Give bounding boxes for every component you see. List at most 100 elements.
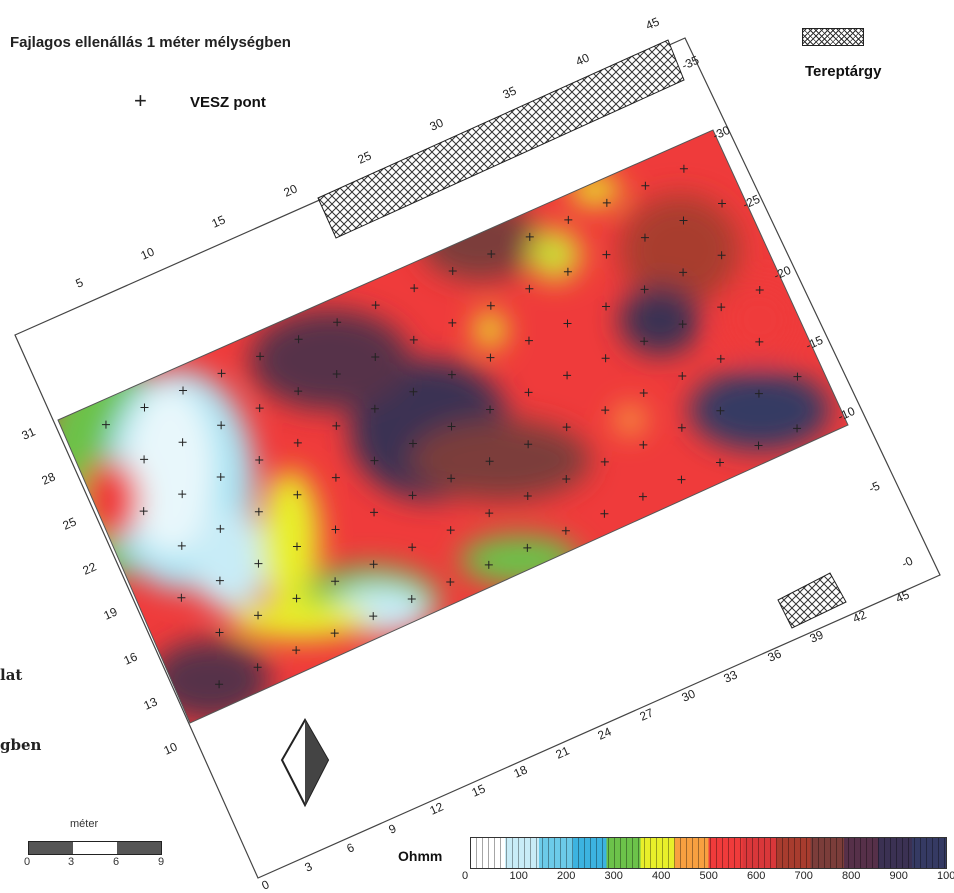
axis-right-tick: -5 [867, 478, 883, 495]
axis-bottom-tick: 21 [554, 743, 572, 761]
vesz-point-icon [140, 455, 149, 464]
vesz-point-icon [331, 525, 340, 534]
vesz-point-icon [446, 577, 455, 586]
vesz-points [101, 164, 802, 689]
colorbar-tick: 800 [842, 870, 861, 882]
vesz-point-icon [410, 284, 419, 293]
vesz-point-icon [217, 369, 226, 378]
north-arrow-icon [280, 717, 330, 808]
axis-left-tick: 28 [40, 469, 58, 487]
colorbar-tick: 200 [557, 870, 576, 882]
vesz-point-icon [408, 439, 417, 448]
axis-top-tick: 35 [501, 83, 519, 101]
vesz-point-icon [447, 474, 456, 483]
vesz-point-icon [486, 405, 495, 414]
vesz-point-icon [332, 370, 341, 379]
axis-bottom-tick: 3 [303, 859, 315, 875]
vesz-point-icon [215, 628, 224, 637]
vesz-point-icon [409, 335, 418, 344]
axis-left-tick: 31 [20, 424, 38, 442]
vesz-point-icon [448, 318, 457, 327]
vesz-point-icon [253, 663, 262, 672]
vesz-point-icon [486, 301, 495, 310]
vesz-point-icon [754, 441, 763, 450]
axis-bottom-tick: 33 [722, 667, 740, 685]
vesz-point-icon [602, 198, 611, 207]
vesz-point-icon [602, 302, 611, 311]
colorbar-tick: 600 [747, 870, 766, 882]
axis-top-tick: 20 [282, 181, 300, 199]
cut-text-line: gben [0, 736, 42, 754]
axis-top-tick: 30 [428, 115, 446, 133]
object-label: Tereptárgy [805, 63, 882, 80]
vesz-point-icon [755, 286, 764, 295]
vesz-point-icon [333, 318, 342, 327]
scale-tick: 6 [113, 856, 120, 868]
vesz-point-icon [332, 421, 341, 430]
object-hatch-swatch [802, 28, 864, 46]
vesz-point-icon [639, 440, 648, 449]
vesz-point-icon [369, 612, 378, 621]
axis-top-tick: 10 [139, 244, 157, 262]
scale-tick: 0 [24, 856, 31, 868]
vesz-point-icon [178, 438, 187, 447]
axis-top-tick: 45 [644, 14, 662, 32]
axis-bottom-tick: 27 [638, 705, 656, 723]
vesz-point-icon [371, 352, 380, 361]
axis-right-tick: -30 [711, 123, 733, 143]
vesz-point-icon [640, 233, 649, 242]
colorbar-tick: 300 [604, 870, 623, 882]
vesz-point-icon [371, 301, 380, 310]
vesz-point-icon [639, 389, 648, 398]
vesz-point-icon [562, 474, 571, 483]
vesz-point-icon [641, 181, 650, 190]
vesz-point-icon [523, 543, 532, 552]
vesz-point-icon [679, 164, 688, 173]
vesz-point-icon [177, 593, 186, 602]
axis-left-tick: 19 [102, 604, 120, 622]
vesz-point-icon [293, 438, 302, 447]
vesz-point-icon [716, 406, 725, 415]
vesz-point-icon [178, 490, 187, 499]
vesz-point-icon [409, 387, 418, 396]
vesz-point-icon [216, 524, 225, 533]
axis-left-tick: 22 [81, 559, 99, 577]
vesz-point-icon [523, 492, 532, 501]
vesz-point-icon [216, 473, 225, 482]
vesz-point-icon [370, 508, 379, 517]
vesz-point-icon [563, 267, 572, 276]
vesz-point-icon [562, 423, 571, 432]
vesz-point-icon [485, 457, 494, 466]
vesz-point-icon [447, 422, 456, 431]
vesz-point-icon [292, 542, 301, 551]
axis-bottom-tick: 30 [680, 686, 698, 704]
vesz-point-icon [487, 249, 496, 258]
vesz-point-icon [254, 611, 263, 620]
axis-bottom-tick: 36 [766, 646, 784, 664]
vesz-point-icon [293, 490, 302, 499]
axis-left-tick: 16 [122, 649, 140, 667]
axis-left-tick: 13 [142, 694, 160, 712]
vesz-point-icon [600, 509, 609, 518]
vesz-point-icon [215, 680, 224, 689]
vesz-point-icon [294, 335, 303, 344]
scale-bar [28, 841, 162, 855]
vesz-point-icon [292, 646, 301, 655]
vesz-point-icon [139, 507, 148, 516]
object-top [317, 39, 685, 239]
vesz-point-icon [331, 473, 340, 482]
vesz-point-icon [525, 232, 534, 241]
vesz-point-icon [678, 371, 687, 380]
vesz-point-icon [755, 337, 764, 346]
axis-bottom-tick: 18 [512, 762, 530, 780]
map-title: Fajlagos ellenállás 1 méter mélységben [10, 34, 291, 51]
axis-right-tick: -20 [772, 263, 794, 283]
axis-bottom-tick: 42 [851, 607, 869, 625]
object-bottom [777, 572, 847, 629]
scale-label: méter [70, 818, 99, 830]
vesz-point-icon [677, 475, 686, 484]
vesz-point-icon [292, 594, 301, 603]
vesz-point-label: VESZ pont [190, 94, 266, 111]
vesz-point-icon [678, 320, 687, 329]
